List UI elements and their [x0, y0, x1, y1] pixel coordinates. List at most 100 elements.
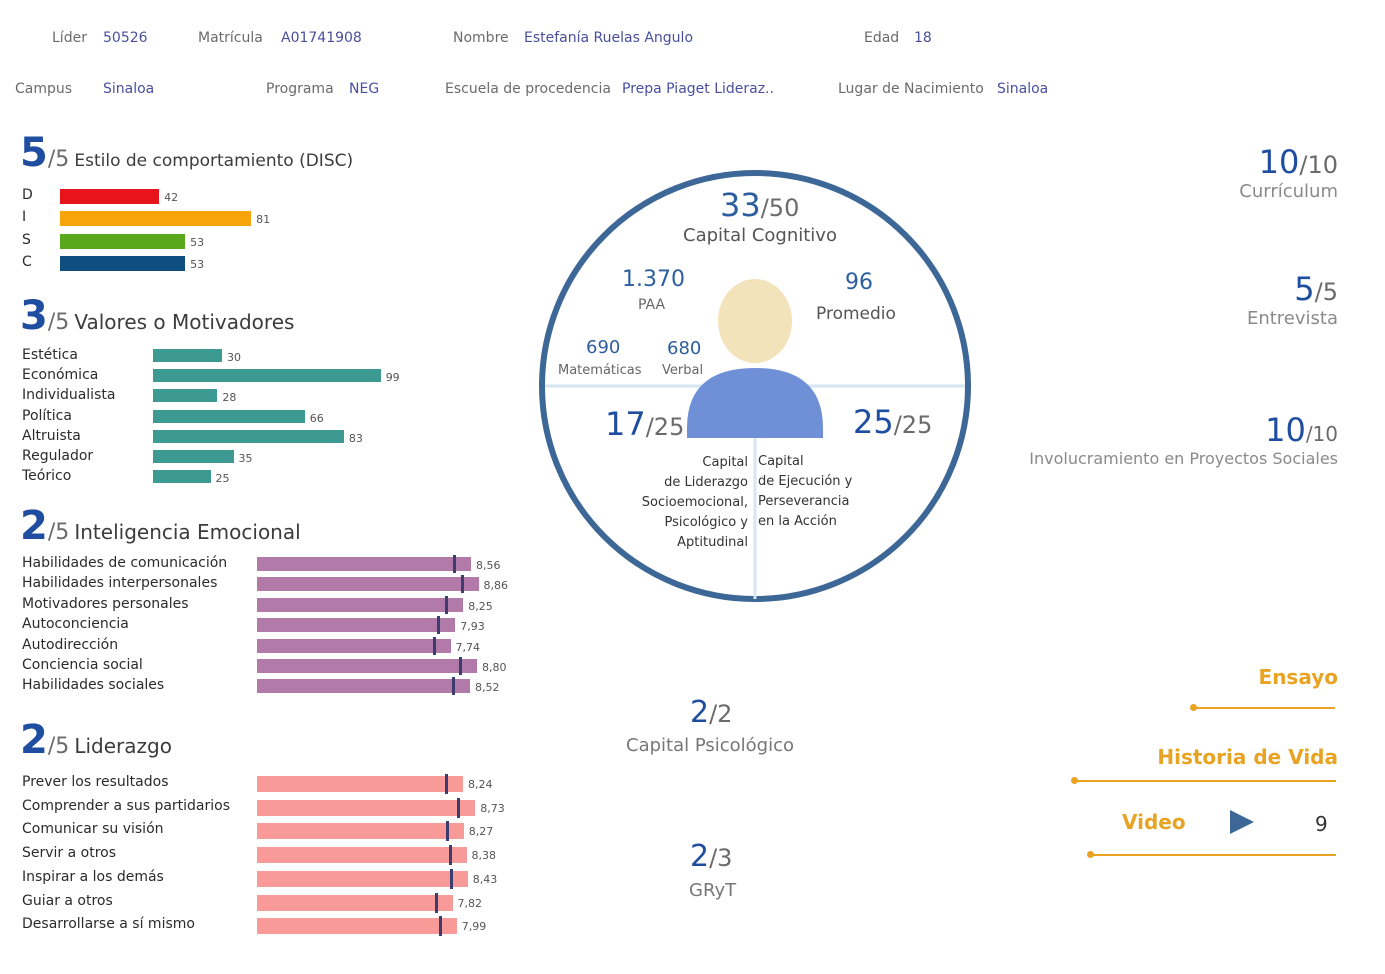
- lider-label: Líder: [52, 30, 87, 46]
- liderazgo-capital-num: 17: [605, 405, 646, 443]
- nombre-value: Estefanía Ruelas Angulo: [524, 30, 694, 46]
- historia-line: [1074, 780, 1336, 782]
- liderazgo-marker: [445, 821, 449, 842]
- valores-data-label: 30: [227, 351, 241, 364]
- liderazgo-score-den: /5: [47, 734, 70, 759]
- valores-bar: [153, 470, 211, 484]
- ie-data-label: 8,86: [483, 579, 509, 593]
- cognitivo-den: /50: [760, 194, 800, 222]
- valores-score: 3: [20, 293, 48, 339]
- promedio-num: 96: [845, 270, 873, 295]
- ie-category-label: Motivadores personales: [22, 595, 189, 612]
- matricula-label: Matrícula: [198, 30, 263, 46]
- liderazgo-line-5: Aptitudinal: [677, 535, 748, 550]
- valores-title: Valores o Motivadores: [74, 310, 295, 334]
- liderazgo-bar: [257, 823, 464, 840]
- valores-bar: [153, 389, 218, 403]
- psico-den: /2: [709, 700, 733, 728]
- ie-score-den: /5: [47, 520, 70, 545]
- ie-marker: [437, 616, 441, 635]
- curriculum-num: 10: [1258, 143, 1300, 181]
- valores-data-label: 28: [222, 391, 237, 405]
- disc-bar: [60, 211, 252, 227]
- disc-bar: [60, 255, 186, 271]
- ie-score: 2: [20, 503, 48, 549]
- liderazgo-category-label: Desarrollarse a sí mismo: [22, 916, 195, 933]
- historia-link[interactable]: Historia de Vida: [1157, 745, 1338, 769]
- liderazgo-line-3: Socioemocional,: [641, 495, 748, 510]
- liderazgo-bar: [257, 776, 463, 792]
- valores-category-label: Política: [22, 407, 72, 424]
- liderazgo-data-label: 8,27: [468, 825, 494, 839]
- disc-heading: 5/5 Estilo de comportamiento (DISC): [20, 133, 353, 173]
- avatar-head-icon: [718, 279, 792, 363]
- lugar-value: Sinaloa: [997, 81, 1049, 97]
- proyectos-num: 10: [1265, 411, 1306, 449]
- valores-heading: 3/5 Valores o Motivadores: [20, 296, 294, 336]
- proyectos-den: /10: [1305, 422, 1338, 446]
- ie-data-label: 8,25: [468, 599, 493, 613]
- ejecucion-den: /25: [893, 411, 933, 439]
- ie-heading: 2/5 Inteligencia Emocional: [20, 506, 301, 546]
- ensayo-line: [1193, 707, 1335, 709]
- valores-data-label: 83: [348, 431, 363, 445]
- psico-label: Capital Psicológico: [626, 735, 795, 756]
- ie-category-label: Habilidades de comunicación: [22, 555, 228, 571]
- capital-circle: [539, 170, 971, 602]
- liderazgo-bar: [257, 799, 476, 816]
- ie-category-label: Habilidades interpersonales: [22, 575, 218, 592]
- ie-category-label: Autoconciencia: [22, 616, 129, 633]
- liderazgo-marker: [434, 892, 438, 913]
- liderazgo-line-2: de Liderazgo: [664, 475, 748, 490]
- gryt-den: /3: [709, 844, 733, 872]
- matricula-value: A01741908: [281, 30, 362, 46]
- disc-score: 5: [20, 130, 48, 176]
- valores-score-den: /5: [47, 310, 70, 335]
- liderazgo-data-label: 8,24: [468, 778, 493, 791]
- video-line: [1090, 854, 1336, 856]
- liderazgo-data-label: 7,82: [457, 896, 483, 910]
- valores-category-label: Estética: [22, 347, 78, 363]
- campus-label: Campus: [15, 81, 73, 97]
- liderazgo-data-label: 8,73: [480, 801, 505, 815]
- liderazgo-heading: 2/5 Liderazgo: [20, 720, 172, 760]
- ie-category-label: Conciencia social: [22, 657, 143, 673]
- ensayo-link[interactable]: Ensayo: [1258, 665, 1338, 689]
- entrevista-num: 5: [1294, 270, 1315, 308]
- ie-marker: [452, 677, 455, 696]
- disc-bar: [60, 189, 160, 204]
- ie-data-label: 8,52: [475, 681, 500, 695]
- curriculum-block: 10/10 Currículum: [1239, 143, 1338, 202]
- ie-data-label: 7,74: [455, 640, 481, 654]
- psico-score: 2/2: [690, 695, 732, 730]
- video-link[interactable]: Video: [1122, 810, 1186, 834]
- cognitivo-label: Capital Cognitivo: [683, 225, 837, 246]
- ie-marker: [459, 657, 462, 675]
- liderazgo-category-label: Comunicar su visión: [22, 821, 164, 838]
- ie-marker: [445, 595, 449, 614]
- ejecucion-label: Capital de Ejecución y Perseverancia en …: [758, 452, 852, 532]
- escuela-value: Prepa Piaget Lideraz..: [622, 81, 774, 97]
- video-value: 9: [1315, 812, 1328, 836]
- ejecucion-line-3: Perseverancia: [758, 494, 850, 509]
- liderazgo-bar: [257, 847, 467, 864]
- matematicas-num: 690: [586, 337, 621, 358]
- liderazgo-data-label: 8,38: [471, 849, 497, 863]
- liderazgo-title: Liderazgo: [74, 734, 172, 758]
- ie-marker: [432, 636, 436, 655]
- programa-value: NEG: [349, 81, 380, 97]
- liderazgo-capital-score: 17/25: [605, 405, 684, 443]
- valores-category-label: Regulador: [22, 448, 94, 464]
- play-icon[interactable]: [1228, 808, 1256, 836]
- gryt-label: GRyT: [689, 880, 737, 901]
- valores-category-label: Altruista: [22, 427, 81, 444]
- entrevista-den: /5: [1314, 278, 1338, 306]
- paa-label: PAA: [638, 297, 666, 313]
- ensayo-dot-icon: [1190, 704, 1197, 711]
- valores-category-label: Individualista: [22, 387, 116, 404]
- liderazgo-marker: [445, 774, 448, 794]
- valores-category-label: Económica: [22, 367, 99, 384]
- liderazgo-bar: [257, 870, 468, 887]
- liderazgo-line-1: Capital: [702, 455, 748, 470]
- disc-category-label: D: [22, 187, 33, 203]
